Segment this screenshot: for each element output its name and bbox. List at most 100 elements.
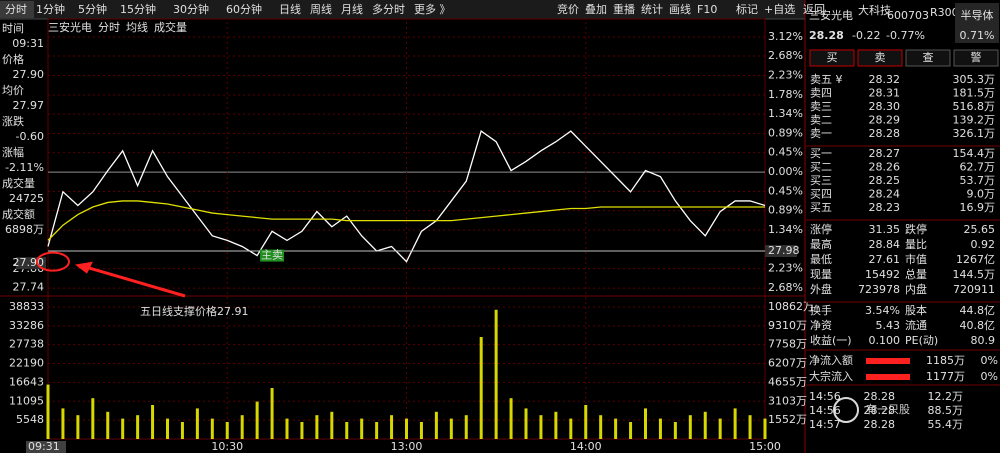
- trade-button[interactable]: [857, 49, 903, 67]
- toolbar-tab[interactable]: 月线: [341, 2, 363, 16]
- volume-tick-label: 27738: [9, 338, 44, 351]
- toolbar-tool[interactable]: 统计: [641, 3, 663, 16]
- volume-bar: [644, 408, 647, 439]
- price-line: [47, 130, 766, 263]
- volume-bar: [733, 408, 737, 439]
- stat-value: 720911: [953, 283, 995, 296]
- stat-value: 27.61: [869, 253, 901, 266]
- trade-button[interactable]: [809, 49, 855, 67]
- toolbar-tool[interactable]: 叠加: [585, 3, 607, 16]
- volume-bar: [464, 415, 468, 439]
- volume-bar: [121, 418, 125, 439]
- toolbar-tool[interactable]: 标记: [736, 2, 758, 16]
- volume-bar: [136, 415, 140, 439]
- info-value: 27.90: [13, 68, 45, 81]
- volume-bar: [285, 418, 289, 439]
- book-volume: 516.8万: [953, 100, 996, 113]
- volume-bar: [180, 421, 184, 439]
- stat-label: 总量: [905, 267, 927, 281]
- volume-bar: [76, 415, 80, 439]
- volume-tick-label: 38833: [9, 300, 44, 313]
- volume-bar: [151, 404, 155, 439]
- volume-bar: [225, 421, 229, 439]
- toolbar: [0, 0, 805, 19]
- book-label: 买二: [810, 161, 832, 174]
- change: -0.22: [852, 29, 880, 42]
- info-label: 均价: [2, 84, 24, 97]
- x-tick-label: 09:31: [28, 440, 60, 453]
- time-highlight: [26, 441, 66, 453]
- chart-header: 分时: [98, 21, 120, 34]
- x-tick-label: 10:30: [211, 440, 243, 453]
- book-volume: 139.2万: [953, 114, 996, 127]
- book-price: 28.25: [869, 174, 901, 187]
- stock-tag: 大科技: [858, 3, 891, 17]
- toolbar-tab[interactable]: 5分钟: [78, 2, 107, 16]
- toolbar-tab[interactable]: 60分钟: [226, 2, 262, 16]
- book-label: 买三: [810, 174, 832, 187]
- stat-label: 最高: [810, 237, 832, 251]
- stat-value: 15492: [865, 268, 900, 281]
- stat-label: 流通: [905, 318, 927, 332]
- toolbar-tab[interactable]: 更多 》: [414, 2, 451, 16]
- right-price-box: [765, 245, 797, 258]
- flow-amount: 1185万: [926, 354, 965, 367]
- toolbar-tab[interactable]: 周线: [310, 2, 332, 16]
- book-label: 卖一: [810, 127, 832, 140]
- trade-button[interactable]: [905, 49, 951, 67]
- book-label: 卖四: [810, 87, 832, 100]
- stat-label: 净资: [810, 318, 832, 332]
- watermark-icon: [833, 397, 859, 423]
- info-label: 时间: [2, 22, 24, 35]
- trade-button-label[interactable]: 警: [971, 50, 982, 64]
- toolbar-tool[interactable]: 画线: [669, 2, 691, 16]
- volume-amount-label: 10862万: [768, 300, 814, 313]
- info-label: 价格: [2, 52, 24, 66]
- volume-bar: [584, 404, 588, 439]
- trade-button[interactable]: [953, 49, 999, 67]
- stat-label: 市值: [905, 252, 927, 266]
- book-price: 28.30: [869, 100, 901, 113]
- toolbar-tool[interactable]: 返回: [803, 3, 825, 16]
- toolbar-tool[interactable]: F10: [697, 3, 717, 16]
- volume-tick-label: 16643: [9, 375, 44, 388]
- flow-label: 大宗流入: [809, 369, 853, 383]
- toolbar-tool[interactable]: 竞价: [557, 2, 579, 16]
- volume-bar: [270, 387, 274, 439]
- stat-label: 量比: [905, 238, 927, 251]
- toolbar-tab[interactable]: 30分钟: [173, 2, 209, 16]
- toolbar-tool[interactable]: 重播: [613, 2, 635, 16]
- trade-button-label[interactable]: 买: [827, 51, 838, 64]
- volume-bar: [330, 411, 334, 439]
- stat-value: 3.54%: [865, 304, 900, 317]
- book-price: 28.26: [869, 161, 901, 174]
- y2-tick-label: 3.12%: [768, 30, 803, 43]
- trade-time: 14:56: [809, 390, 841, 403]
- volume-bar: [569, 418, 573, 439]
- flow-amount: 1177万: [926, 370, 965, 383]
- stat-label: 跌停: [905, 222, 927, 236]
- toolbar-tab[interactable]: 日线: [279, 2, 301, 16]
- stat-value: 723978: [858, 283, 900, 296]
- book-volume: 9.0万: [967, 188, 996, 201]
- chart-header: 均线: [126, 20, 148, 34]
- stat-value: 44.8亿: [960, 304, 996, 317]
- volume-bar: [255, 401, 259, 439]
- volume-bar: [405, 418, 408, 439]
- toolbar-tab[interactable]: 1分钟: [36, 2, 65, 16]
- toolbar-tool[interactable]: +自选: [764, 3, 795, 16]
- stock-code: 600703: [887, 9, 929, 22]
- book-price: 28.24: [869, 188, 901, 201]
- y2-tick-label: 2.23%: [768, 69, 803, 82]
- trade-button-label[interactable]: 查: [923, 50, 934, 64]
- toolbar-tab[interactable]: 分时: [5, 3, 27, 16]
- toolbar-tab[interactable]: 15分钟: [120, 2, 156, 16]
- trade-button-label[interactable]: 卖: [875, 51, 886, 64]
- arrow: [87, 266, 186, 298]
- volume-bar: [673, 421, 677, 439]
- book-price: 28.32: [869, 73, 901, 86]
- chart-header: 三安光电: [48, 20, 92, 34]
- toolbar-tab[interactable]: 多分时: [372, 2, 405, 16]
